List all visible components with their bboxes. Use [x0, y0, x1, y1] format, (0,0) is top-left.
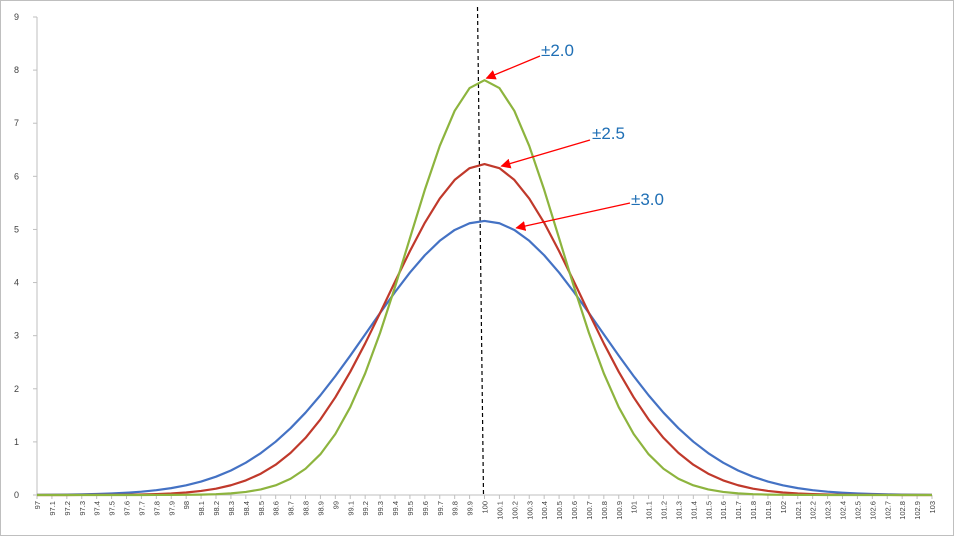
- x-tick-label: 99.4: [391, 501, 400, 516]
- x-tick-label: 100.6: [570, 501, 579, 520]
- x-tick-label: 99.7: [436, 501, 445, 516]
- annotation-arrow: [500, 139, 591, 169]
- y-tick-label: 5: [14, 224, 19, 234]
- y-tick-label: 2: [14, 384, 19, 394]
- x-tick-label: 99.6: [421, 501, 430, 516]
- x-tick-label: 101.8: [749, 501, 758, 520]
- y-tick-label: 8: [14, 65, 19, 75]
- x-tick-label: 102.4: [839, 501, 848, 520]
- x-tick-label: 102.8: [898, 501, 907, 520]
- y-tick-label: 1: [14, 437, 19, 447]
- x-tick-label: 100.3: [525, 501, 534, 520]
- x-tick-label: 98.9: [316, 501, 325, 516]
- x-axis-ticks: 97 97.1 97.2 97.3 97.4 97.5 97.6 97.7 97.8 97.9 98…: [33, 495, 937, 520]
- x-tick-label: 102.1: [794, 501, 803, 520]
- x-tick-label: 98.4: [242, 501, 251, 516]
- x-tick-label: 98.8: [302, 501, 311, 516]
- x-tick-label: 101.3: [674, 501, 683, 520]
- x-tick-label: 99.8: [451, 501, 460, 516]
- x-tick-label: 102: [779, 501, 788, 514]
- x-tick-label: 99.5: [406, 501, 415, 516]
- x-tick-label: 100.4: [540, 501, 549, 520]
- series-lines: [36, 79, 933, 497]
- x-tick-label: 103: [928, 501, 937, 514]
- x-tick-label: 98.2: [212, 501, 221, 516]
- x-tick-label: 99.1: [346, 501, 355, 516]
- x-tick-label: 99.2: [361, 501, 370, 516]
- x-tick-label: 99.9: [466, 501, 475, 516]
- y-tick-label: 7: [14, 118, 19, 128]
- annotations: ±2.0 ±2.5 ±3.0: [485, 41, 664, 231]
- x-tick-label: 97.3: [78, 501, 87, 516]
- y-tick-label: 6: [14, 171, 19, 181]
- x-tick-label: 98: [182, 501, 191, 509]
- x-tick-label: 100.1: [495, 501, 504, 520]
- x-tick-label: 99: [331, 501, 340, 509]
- reference-line-group: [476, 6, 485, 496]
- x-tick-label: 98.5: [257, 501, 266, 516]
- x-tick-label: 99.3: [376, 501, 385, 516]
- x-tick-label: 100.5: [555, 501, 564, 520]
- annotation-arrow: [485, 55, 541, 80]
- x-tick-label: 97.1: [48, 501, 57, 516]
- x-tick-label: 101.2: [660, 501, 669, 520]
- x-tick-label: 98.7: [287, 501, 296, 516]
- annotation-arrow: [515, 202, 631, 231]
- x-tick-label: 102.7: [883, 501, 892, 520]
- x-tick-label: 100.2: [510, 501, 519, 520]
- x-tick-label: 101.9: [764, 501, 773, 520]
- annotation-label: ±2.5: [592, 124, 625, 143]
- x-tick-label: 97.7: [137, 501, 146, 516]
- x-tick-label: 102.2: [809, 501, 818, 520]
- annotation-label: ±3.0: [631, 190, 664, 209]
- y-tick-label: 0: [14, 490, 19, 500]
- x-tick-label: 97.4: [93, 501, 102, 516]
- series-line: [36, 219, 933, 496]
- y-tick-label: 4: [14, 278, 19, 288]
- mean-reference-line: [476, 6, 485, 496]
- x-tick-label: 98.3: [227, 501, 236, 516]
- x-tick-label: 101.6: [719, 501, 728, 520]
- x-tick-label: 100.8: [600, 501, 609, 520]
- x-tick-label: 102.3: [824, 501, 833, 520]
- x-tick-label: 98.6: [272, 501, 281, 516]
- x-tick-label: 97.2: [63, 501, 72, 516]
- x-tick-label: 102.6: [868, 501, 877, 520]
- x-tick-label: 100.9: [615, 501, 624, 520]
- x-tick-label: 100: [481, 501, 490, 514]
- x-tick-label: 101.7: [734, 501, 743, 520]
- x-tick-label: 97.6: [123, 501, 132, 516]
- x-tick-label: 102.9: [913, 501, 922, 520]
- y-axis-ticks: 0 1 2 3 4 5 6 7 8 9: [14, 12, 37, 500]
- axes: [36, 17, 932, 496]
- x-tick-label: 97.8: [152, 501, 161, 516]
- x-tick-label: 101.4: [689, 501, 698, 520]
- y-tick-label: 3: [14, 331, 19, 341]
- series-line: [37, 79, 932, 497]
- x-tick-label: 101: [630, 501, 639, 514]
- annotation-label: ±2.0: [541, 41, 574, 60]
- x-tick-label: 101.5: [704, 501, 713, 520]
- x-tick-label: 101.1: [645, 501, 654, 520]
- x-tick-label: 102.5: [853, 501, 862, 520]
- x-tick-label: 97.5: [108, 501, 117, 516]
- y-tick-label: 9: [14, 12, 19, 22]
- x-tick-label: 97.9: [167, 501, 176, 516]
- x-tick-label: 100.7: [585, 501, 594, 520]
- series-line: [37, 163, 932, 497]
- x-tick-label: 97: [33, 501, 42, 509]
- x-tick-label: 98.1: [197, 501, 206, 516]
